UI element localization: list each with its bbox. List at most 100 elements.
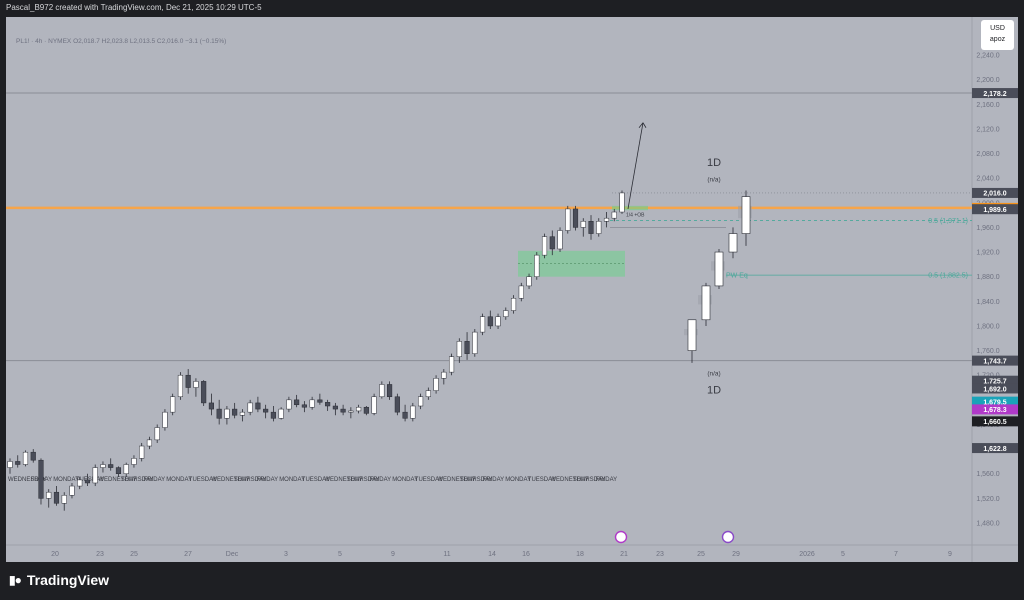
candle-body [92, 467, 98, 484]
candle-body [146, 439, 153, 447]
candle-body [270, 411, 276, 419]
y-tick-label: 1,880.0 [976, 274, 999, 281]
x-tick-label: 18 [576, 551, 584, 558]
y-tick-label: 2,040.0 [976, 176, 999, 183]
chart-caption: Pascal_B972 created with TradingView.com… [6, 3, 262, 12]
x-tick-label: 5 [841, 551, 845, 558]
weekday-label: WEDNESDAY [437, 477, 475, 483]
candle-body [38, 459, 44, 499]
weekday-label: FRIDAY [144, 477, 166, 483]
candle-body [448, 356, 455, 373]
price-badge-label: 1,989.6 [983, 207, 1006, 214]
candle-body [348, 410, 354, 413]
arrow-head-icon [638, 122, 647, 128]
candle-body [69, 485, 75, 496]
x-tick-label: 27 [184, 551, 192, 558]
projection-candle-body [687, 319, 697, 351]
projection-arrow-line [627, 122, 644, 210]
top-na-label: (n/a) [707, 176, 720, 183]
candle-body [580, 221, 586, 228]
event-forward-icon [721, 530, 735, 544]
x-tick-label: 11 [443, 551, 450, 558]
candle-body [518, 285, 524, 299]
fib-lower-label: 0.5 (1,882.5) [928, 273, 968, 280]
candle-body [201, 381, 207, 404]
candle-body [46, 491, 52, 499]
candle-body [131, 458, 137, 465]
candle-body [510, 297, 517, 311]
currency-selector[interactable]: USD apoz [981, 20, 1014, 50]
x-tick-label: 2026 [799, 551, 815, 558]
price-badge [972, 383, 1018, 394]
candle-body [503, 310, 509, 317]
candlestick-chart[interactable]: 1,480.01,520.01,560.01,600.01,640.01,680… [6, 17, 1018, 562]
y-tick-label: 1,760.0 [976, 348, 999, 355]
x-tick-label: Dec [226, 551, 239, 558]
candle-body [317, 399, 323, 403]
chart-area[interactable]: 1,480.01,520.01,560.01,600.01,640.01,680… [6, 17, 1018, 562]
bottom-na-label: (n/a) [707, 370, 720, 377]
x-tick-label: 3 [284, 551, 288, 558]
projection-candle-body [701, 285, 711, 321]
candle-body [464, 341, 470, 354]
candle-body [263, 408, 269, 413]
weekday-label: MONDAY [53, 477, 79, 483]
x-tick-label: 25 [130, 551, 138, 558]
x-tick-label: 5 [338, 551, 342, 558]
brand-name: TradingView [26, 572, 110, 588]
candle-body [379, 384, 385, 398]
weekday-label: FRIDAY [483, 477, 505, 483]
price-badge-label: 1,725.7 [983, 379, 1006, 386]
weekday-label: FRIDAY [370, 477, 392, 483]
candle-body [611, 211, 617, 219]
candle-body [123, 464, 129, 474]
candle-body [588, 221, 594, 234]
candle-body [425, 390, 431, 398]
symbol-label: PL1! · 4h · NYMEX [16, 38, 72, 45]
fib-upper-label: 0.5 (1,971.1) [928, 218, 968, 225]
candle-body [526, 276, 532, 287]
x-tick-label: 20 [51, 551, 59, 558]
weekday-label: TUESDAY [528, 477, 556, 483]
candle-body [22, 451, 29, 465]
candle-body [185, 374, 191, 388]
weekday-label: FRIDAY [257, 477, 279, 483]
tradingview-logo[interactable]: ▮● TradingView [9, 572, 109, 588]
candle-body [402, 411, 408, 419]
currency-sub: apoz [989, 36, 1006, 43]
candle-body [193, 381, 199, 388]
projection-candle-body [714, 251, 724, 287]
event-flash-icon [614, 530, 628, 544]
candle-body [472, 331, 478, 354]
x-tick-label: 29 [732, 551, 740, 558]
pw-eq-label: PW Eq [726, 273, 748, 280]
price-badge [972, 204, 1018, 215]
candle-body [534, 254, 540, 277]
weekday-label: WEDNESDAY [211, 477, 249, 483]
candle-body [162, 411, 168, 428]
candle-body [301, 404, 307, 408]
bottom-timeframe-label: 1D [707, 384, 721, 396]
y-tick-label: 2,240.0 [976, 53, 999, 60]
tradingview-mark-icon: ▮● [9, 573, 22, 587]
candle-body [7, 461, 13, 468]
price-badge [972, 355, 1018, 366]
price-badge [972, 443, 1018, 454]
candle-body [387, 384, 393, 398]
x-tick-label: 9 [391, 551, 395, 558]
price-badge-label: 1,622.8 [983, 446, 1006, 453]
ob-tag-label: 1/4 +OB [626, 212, 645, 218]
candle-body [371, 396, 377, 414]
candle-body [154, 427, 160, 441]
weekday-label: THURSDAY [121, 477, 154, 483]
price-badge [972, 375, 1018, 386]
candle-body [278, 408, 284, 419]
price-badge [972, 88, 1018, 99]
price-badge [972, 187, 1018, 198]
x-tick-label: 25 [697, 551, 705, 558]
price-badge [972, 404, 1018, 415]
candle-body [170, 396, 176, 413]
y-tick-label: 1,520.0 [976, 496, 999, 503]
candle-body [394, 396, 400, 413]
y-tick-label: 1,960.0 [976, 225, 999, 232]
